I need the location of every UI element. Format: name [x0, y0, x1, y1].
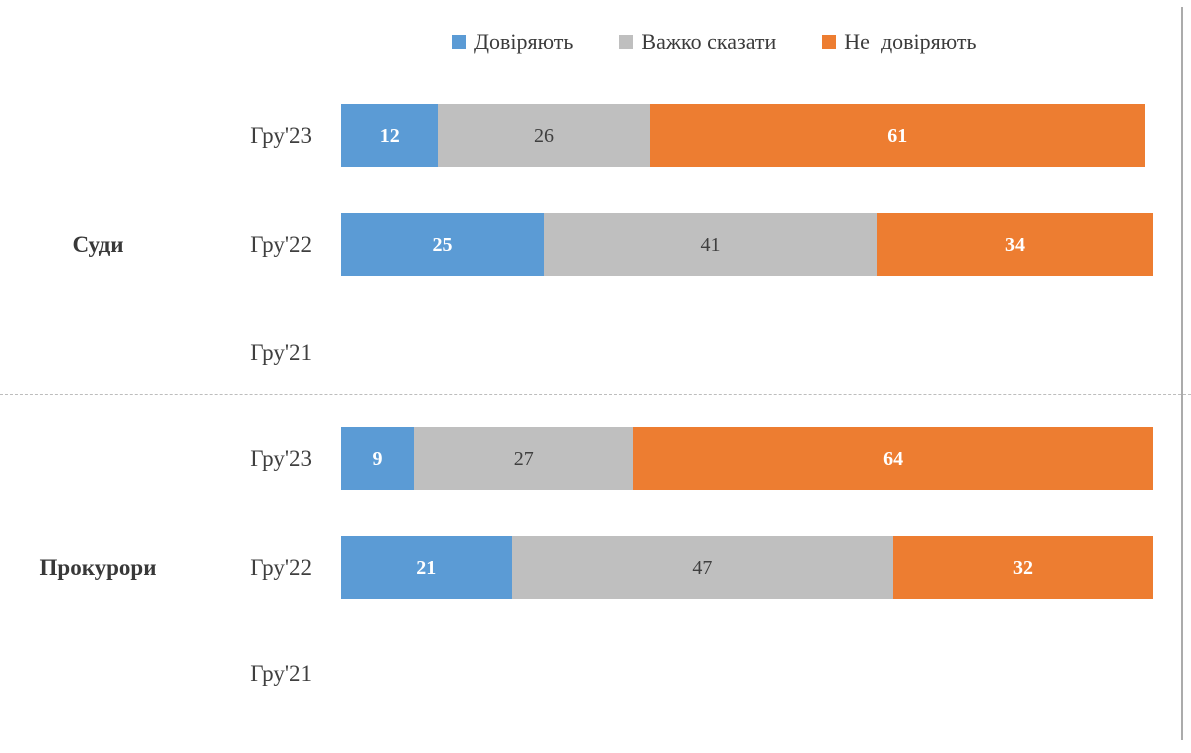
bar-row: 12 26 61 — [341, 104, 1145, 167]
period-label: Гру'22 — [250, 232, 312, 257]
bar-segment-trust: 25 — [341, 213, 544, 276]
group-label-prosecutors: Прокурори — [39, 555, 157, 580]
bar-value-label: 41 — [700, 233, 721, 256]
bar-segment-trust: 21 — [341, 536, 512, 599]
bar-segment-trust: 9 — [341, 427, 415, 490]
group-divider-line — [0, 394, 1191, 395]
legend-label-distrust: Не довіряють — [844, 29, 977, 54]
bar-segment-hard-to-say: 26 — [438, 104, 650, 167]
bar-segment-distrust: 32 — [893, 536, 1153, 599]
group-label-courts: Суди — [72, 232, 124, 257]
bar-value-label: 12 — [379, 124, 400, 147]
bar-segment-distrust: 34 — [876, 213, 1153, 276]
bar-segment-distrust: 64 — [633, 427, 1153, 490]
bar-segment-hard-to-say: 27 — [414, 427, 634, 490]
period-label: Гру'22 — [250, 555, 312, 580]
bar-row: 9 27 64 — [341, 427, 1153, 490]
bar-segment-hard-to-say: 47 — [511, 536, 894, 599]
legend-item-trust: Довіряють — [452, 31, 573, 53]
bar-row: 25 41 34 — [341, 213, 1153, 276]
bar-value-label: 32 — [1013, 556, 1034, 579]
bar-value-label: 21 — [416, 556, 437, 579]
legend-label-hard-to-say: Важко сказати — [641, 29, 777, 54]
bar-value-label: 47 — [692, 556, 713, 579]
bar-value-label: 9 — [372, 447, 383, 470]
period-label: Гру'23 — [250, 446, 312, 471]
bar-value-label: 34 — [1004, 233, 1025, 256]
bar-value-label: 61 — [887, 124, 908, 147]
period-label: Гру'21 — [250, 661, 312, 686]
bar-value-label: 27 — [513, 447, 534, 470]
bar-segment-hard-to-say: 41 — [544, 213, 877, 276]
legend-item-distrust: Не довіряють — [822, 29, 977, 54]
bar-value-label: 25 — [432, 233, 453, 256]
bar-value-label: 64 — [883, 447, 904, 470]
legend: Довіряють Важко сказати Не довіряють — [452, 31, 977, 53]
bar-segment-trust: 12 — [341, 104, 439, 167]
bar-row: 21 47 32 — [341, 536, 1153, 599]
chart-right-border-line — [1181, 7, 1183, 740]
period-label: Гру'21 — [250, 340, 312, 365]
trust-swatch-icon — [452, 35, 466, 49]
legend-label-trust: Довіряють — [474, 29, 574, 54]
bar-value-label: 26 — [533, 124, 554, 147]
hard-to-say-swatch-icon — [619, 35, 634, 49]
legend-item-hard-to-say: Важко сказати — [619, 31, 776, 53]
distrust-swatch-icon — [822, 35, 837, 49]
period-label: Гру'23 — [250, 123, 312, 148]
bar-segment-distrust: 61 — [649, 104, 1145, 167]
